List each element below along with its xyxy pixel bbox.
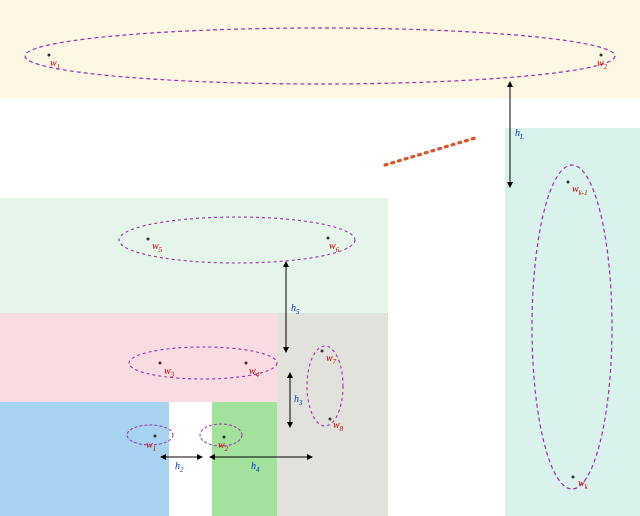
label-w-w4: w4: [249, 366, 259, 379]
label-w-wk: wk: [578, 478, 588, 491]
region-grey: [277, 313, 388, 516]
region-cream-top: [0, 0, 640, 98]
label-h-h4: h4: [251, 461, 260, 474]
label-w-w5: w5: [152, 241, 162, 254]
label-h-hL: hL: [515, 128, 524, 141]
ellipsis-dots: [385, 138, 475, 165]
label-w-w7: w7: [326, 353, 336, 366]
point-p-w4: [245, 362, 248, 365]
point-p-w7: [321, 350, 324, 353]
label-w-w3: w3: [164, 366, 174, 379]
label-w-wk-1: wk-1: [572, 184, 588, 197]
point-p-w8: [329, 418, 332, 421]
label-w-w8: w8: [333, 420, 343, 433]
point-p-w5: [147, 238, 150, 241]
region-green: [212, 402, 277, 516]
label-w-w2-top: w2: [597, 58, 607, 71]
point-p-w3: [159, 362, 162, 365]
region-blue-bl: [0, 402, 169, 516]
label-h-h2: h2: [175, 461, 184, 474]
point-p-w1: [48, 54, 51, 57]
region-pink: [0, 313, 277, 402]
label-w-w1-bot: w1: [146, 440, 156, 453]
region-mint-mid: [0, 198, 388, 313]
label-h-h3: h3: [294, 394, 303, 407]
label-w-w2-bot: w2: [218, 440, 228, 453]
label-w-w1-top: w1: [50, 58, 60, 71]
point-p-w2r: [600, 54, 603, 57]
point-p-wk: [572, 476, 575, 479]
point-p-w2b: [223, 436, 226, 439]
point-p-w6: [327, 237, 330, 240]
label-h-h5: h5: [291, 303, 300, 316]
point-p-wk1: [567, 181, 570, 184]
label-w-w6: w6: [329, 241, 339, 254]
point-p-w1b: [154, 435, 157, 438]
